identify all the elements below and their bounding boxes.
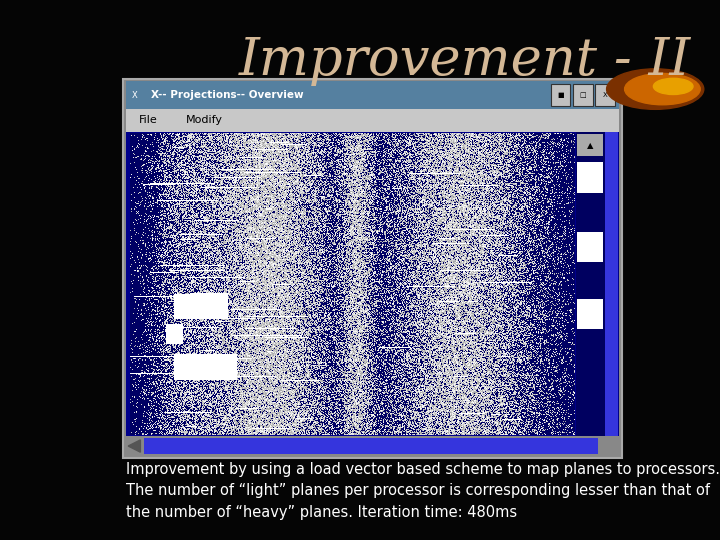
Text: Improvement - II: Improvement - II (239, 35, 691, 86)
FancyBboxPatch shape (551, 84, 570, 106)
Text: Modify: Modify (186, 116, 222, 125)
Ellipse shape (606, 69, 704, 109)
Text: ■: ■ (557, 92, 564, 98)
FancyBboxPatch shape (126, 132, 619, 436)
FancyBboxPatch shape (577, 232, 603, 262)
Text: X-- Projections-- Overview: X-- Projections-- Overview (151, 90, 304, 100)
Ellipse shape (624, 73, 700, 105)
FancyBboxPatch shape (576, 132, 618, 436)
FancyBboxPatch shape (577, 299, 603, 329)
FancyBboxPatch shape (126, 436, 619, 456)
FancyBboxPatch shape (123, 79, 622, 458)
FancyBboxPatch shape (577, 162, 603, 193)
Text: X: X (132, 91, 138, 99)
FancyBboxPatch shape (577, 134, 603, 156)
Text: ▲: ▲ (587, 141, 594, 150)
Text: File: File (139, 116, 158, 125)
FancyBboxPatch shape (144, 438, 598, 454)
FancyBboxPatch shape (126, 109, 619, 132)
Polygon shape (128, 440, 140, 452)
FancyBboxPatch shape (573, 84, 593, 106)
FancyBboxPatch shape (126, 81, 619, 109)
Text: the number of “heavy” planes. Iteration time: 480ms: the number of “heavy” planes. Iteration … (126, 505, 517, 520)
FancyBboxPatch shape (595, 84, 615, 106)
Text: The number of “light” planes per processor is corresponding lesser than that of: The number of “light” planes per process… (126, 483, 710, 498)
FancyBboxPatch shape (605, 132, 618, 436)
Text: Improvement by using a load vector based scheme to map planes to processors.: Improvement by using a load vector based… (126, 462, 720, 477)
Ellipse shape (654, 78, 693, 94)
Text: □: □ (580, 92, 586, 98)
Text: X: X (603, 92, 608, 98)
